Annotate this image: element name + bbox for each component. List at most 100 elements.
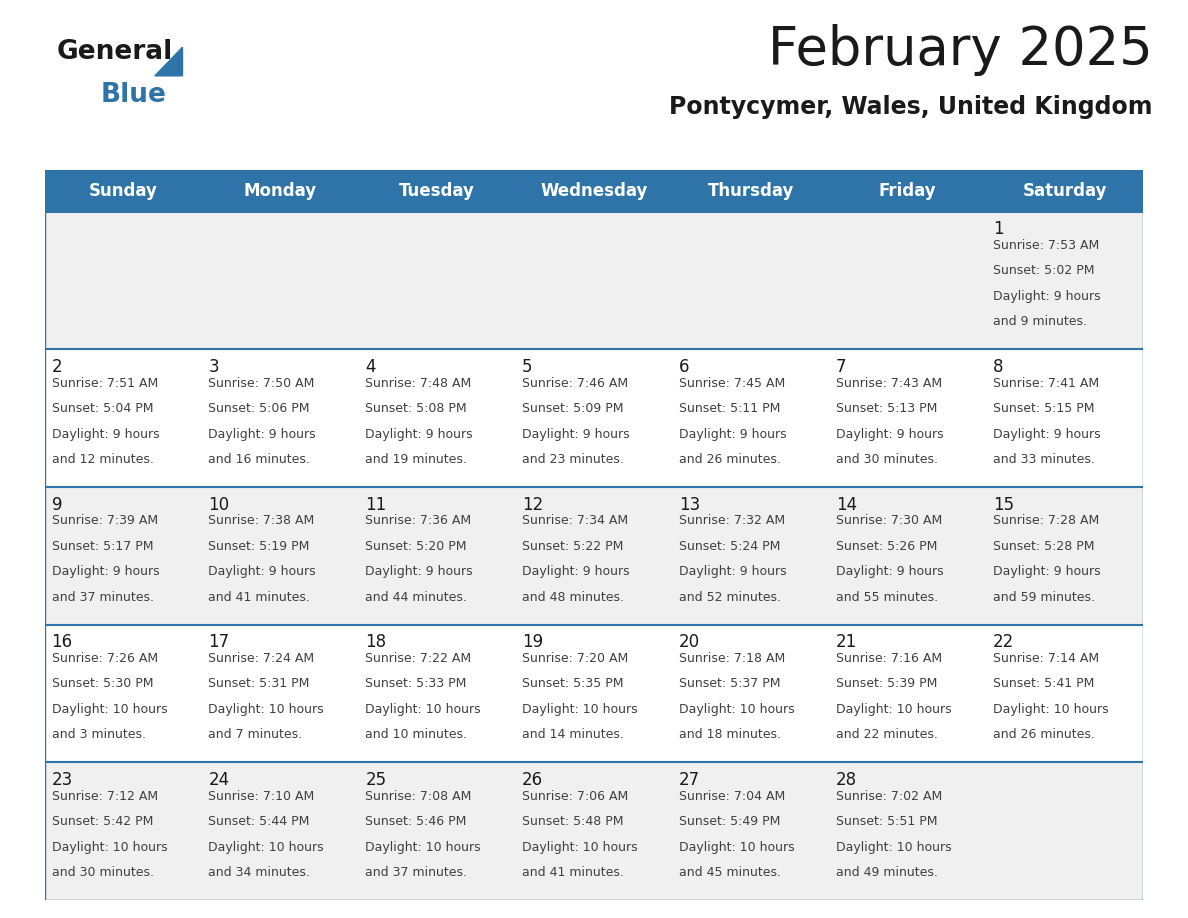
Text: Sunrise: 7:26 AM: Sunrise: 7:26 AM [51,652,158,665]
Polygon shape [154,47,183,76]
Text: February 2025: February 2025 [767,24,1152,75]
FancyBboxPatch shape [45,212,1143,349]
Text: and 26 minutes.: and 26 minutes. [993,728,1094,742]
Text: 14: 14 [836,496,857,514]
Text: Sunset: 5:42 PM: Sunset: 5:42 PM [51,815,153,828]
Text: Sunset: 5:41 PM: Sunset: 5:41 PM [993,677,1094,690]
Text: 23: 23 [51,771,72,789]
Text: Daylight: 9 hours: Daylight: 9 hours [680,565,786,578]
Text: 6: 6 [680,358,689,376]
Text: Sunset: 5:44 PM: Sunset: 5:44 PM [208,815,310,828]
Text: and 37 minutes.: and 37 minutes. [365,866,467,879]
Text: Sunset: 5:11 PM: Sunset: 5:11 PM [680,402,781,415]
Text: 10: 10 [208,496,229,514]
Text: Daylight: 10 hours: Daylight: 10 hours [680,703,795,716]
FancyBboxPatch shape [45,624,1143,762]
Text: Sunrise: 7:24 AM: Sunrise: 7:24 AM [208,652,315,665]
Text: Daylight: 10 hours: Daylight: 10 hours [523,841,638,854]
Text: and 7 minutes.: and 7 minutes. [208,728,303,742]
Text: Sunset: 5:08 PM: Sunset: 5:08 PM [365,402,467,415]
Text: 2: 2 [51,358,62,376]
Text: Sunrise: 7:39 AM: Sunrise: 7:39 AM [51,514,158,527]
Text: Sunday: Sunday [89,182,158,200]
Text: Sunrise: 7:14 AM: Sunrise: 7:14 AM [993,652,1099,665]
Text: and 9 minutes.: and 9 minutes. [993,316,1087,329]
Text: Daylight: 9 hours: Daylight: 9 hours [365,428,473,441]
Text: 27: 27 [680,771,700,789]
Text: and 41 minutes.: and 41 minutes. [523,866,624,879]
Text: Saturday: Saturday [1023,182,1107,200]
Text: Sunset: 5:02 PM: Sunset: 5:02 PM [993,264,1094,277]
Text: and 52 minutes.: and 52 minutes. [680,590,781,604]
Text: Sunset: 5:39 PM: Sunset: 5:39 PM [836,677,937,690]
Text: Sunrise: 7:06 AM: Sunrise: 7:06 AM [523,789,628,802]
Text: 4: 4 [365,358,375,376]
Text: 26: 26 [523,771,543,789]
Text: Daylight: 9 hours: Daylight: 9 hours [51,565,159,578]
Text: and 48 minutes.: and 48 minutes. [523,590,624,604]
Text: Sunset: 5:19 PM: Sunset: 5:19 PM [208,540,310,553]
Text: and 18 minutes.: and 18 minutes. [680,728,781,742]
Text: Sunrise: 7:48 AM: Sunrise: 7:48 AM [365,376,472,389]
Text: Daylight: 10 hours: Daylight: 10 hours [836,841,952,854]
Text: 22: 22 [993,633,1015,652]
Text: Daylight: 10 hours: Daylight: 10 hours [836,703,952,716]
Text: and 19 minutes.: and 19 minutes. [365,453,467,466]
Text: 24: 24 [208,771,229,789]
Text: Daylight: 9 hours: Daylight: 9 hours [208,428,316,441]
Text: 20: 20 [680,633,700,652]
Text: 25: 25 [365,771,386,789]
Text: Blue: Blue [101,82,166,108]
Text: 16: 16 [51,633,72,652]
Text: Sunrise: 7:45 AM: Sunrise: 7:45 AM [680,376,785,389]
Text: Daylight: 9 hours: Daylight: 9 hours [208,565,316,578]
Text: and 34 minutes.: and 34 minutes. [208,866,310,879]
FancyBboxPatch shape [45,170,1143,212]
Text: and 33 minutes.: and 33 minutes. [993,453,1094,466]
Text: and 12 minutes.: and 12 minutes. [51,453,153,466]
Text: Sunrise: 7:16 AM: Sunrise: 7:16 AM [836,652,942,665]
Text: 15: 15 [993,496,1013,514]
Text: Daylight: 9 hours: Daylight: 9 hours [365,565,473,578]
Text: and 22 minutes.: and 22 minutes. [836,728,937,742]
Text: Sunrise: 7:02 AM: Sunrise: 7:02 AM [836,789,942,802]
Text: Daylight: 10 hours: Daylight: 10 hours [51,703,168,716]
Text: Sunrise: 7:53 AM: Sunrise: 7:53 AM [993,239,1099,252]
Text: 17: 17 [208,633,229,652]
Text: Daylight: 9 hours: Daylight: 9 hours [523,428,630,441]
Text: Sunset: 5:30 PM: Sunset: 5:30 PM [51,677,153,690]
Text: Daylight: 9 hours: Daylight: 9 hours [523,565,630,578]
Text: Sunset: 5:17 PM: Sunset: 5:17 PM [51,540,153,553]
Text: Sunset: 5:15 PM: Sunset: 5:15 PM [993,402,1094,415]
Text: Sunrise: 7:10 AM: Sunrise: 7:10 AM [208,789,315,802]
Text: Sunrise: 7:28 AM: Sunrise: 7:28 AM [993,514,1099,527]
Text: Daylight: 10 hours: Daylight: 10 hours [523,703,638,716]
Text: Sunset: 5:37 PM: Sunset: 5:37 PM [680,677,781,690]
Text: Daylight: 10 hours: Daylight: 10 hours [680,841,795,854]
Text: Sunset: 5:13 PM: Sunset: 5:13 PM [836,402,937,415]
Text: Sunset: 5:06 PM: Sunset: 5:06 PM [208,402,310,415]
Text: and 45 minutes.: and 45 minutes. [680,866,781,879]
Text: and 3 minutes.: and 3 minutes. [51,728,146,742]
Text: Sunset: 5:33 PM: Sunset: 5:33 PM [365,677,467,690]
Text: 18: 18 [365,633,386,652]
Text: and 41 minutes.: and 41 minutes. [208,590,310,604]
Text: Sunrise: 7:22 AM: Sunrise: 7:22 AM [365,652,472,665]
Text: 3: 3 [208,358,219,376]
Text: Sunrise: 7:36 AM: Sunrise: 7:36 AM [365,514,472,527]
Text: Daylight: 9 hours: Daylight: 9 hours [993,565,1100,578]
Text: Sunset: 5:35 PM: Sunset: 5:35 PM [523,677,624,690]
Text: Sunset: 5:51 PM: Sunset: 5:51 PM [836,815,937,828]
Text: Sunset: 5:22 PM: Sunset: 5:22 PM [523,540,624,553]
Text: Sunrise: 7:41 AM: Sunrise: 7:41 AM [993,376,1099,389]
Text: Tuesday: Tuesday [399,182,475,200]
Text: and 37 minutes.: and 37 minutes. [51,590,153,604]
Text: Daylight: 10 hours: Daylight: 10 hours [208,841,324,854]
Text: Daylight: 9 hours: Daylight: 9 hours [836,565,943,578]
Text: 12: 12 [523,496,543,514]
Text: 7: 7 [836,358,846,376]
Text: Sunset: 5:46 PM: Sunset: 5:46 PM [365,815,467,828]
Text: and 23 minutes.: and 23 minutes. [523,453,624,466]
Text: Monday: Monday [244,182,317,200]
Text: Daylight: 9 hours: Daylight: 9 hours [836,428,943,441]
